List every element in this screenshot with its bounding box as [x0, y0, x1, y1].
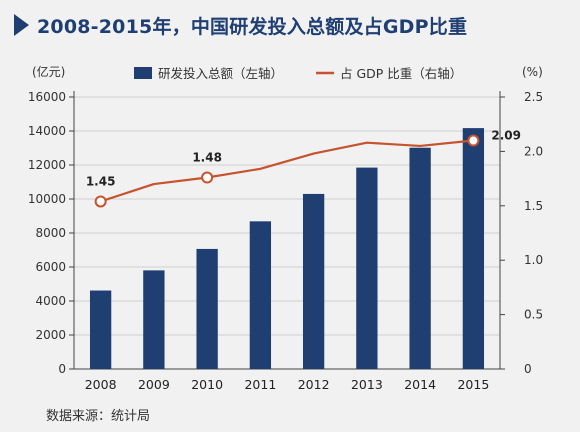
- x-tick-label: 2011: [244, 377, 276, 392]
- left-tick-label: 8000: [35, 226, 66, 240]
- left-tick-label: 2000: [35, 328, 66, 342]
- left-tick-label: 12000: [28, 158, 66, 172]
- left-tick-label: 4000: [35, 294, 66, 308]
- bar: [356, 167, 378, 369]
- chart-title: 2008-2015年，中国研发投入总额及占GDP比重: [37, 15, 468, 38]
- right-tick-label: 1.5: [524, 199, 543, 213]
- right-tick-label: 1.0: [524, 253, 543, 267]
- right-tick-label: 2.5: [524, 90, 543, 104]
- bar: [89, 290, 112, 369]
- legend-bar-swatch: [134, 67, 152, 79]
- data-label: 2.09: [491, 129, 521, 143]
- x-tick-label: 2008: [85, 377, 117, 392]
- line-marker: [94, 195, 107, 208]
- right-tick-label: 2.0: [524, 144, 543, 158]
- left-tick-label: 14000: [28, 124, 66, 138]
- bar: [249, 221, 272, 369]
- x-tick-label: 2009: [138, 377, 170, 392]
- x-tick-label: 2014: [404, 377, 436, 392]
- x-tick-label: 2015: [457, 377, 489, 392]
- x-tick-label: 2010: [191, 377, 223, 392]
- left-tick-label: 6000: [35, 260, 66, 274]
- bar: [462, 128, 485, 369]
- chart-title-bar: 2008-2015年，中国研发投入总额及占GDP比重: [14, 8, 570, 42]
- data-source: 数据来源：统计局: [46, 409, 151, 424]
- line-series: [100, 139, 474, 203]
- right-axis-unit: (%): [522, 65, 543, 79]
- data-label: 1.45: [86, 174, 116, 188]
- left-axis-unit: (亿元): [32, 64, 65, 79]
- right-tick-label: 0: [524, 362, 532, 376]
- data-label: 1.48: [192, 151, 222, 165]
- x-tick-label: 2012: [298, 377, 330, 392]
- left-tick-label: 16000: [28, 90, 66, 104]
- left-tick-label: 10000: [28, 192, 66, 206]
- x-tick-label: 2013: [351, 377, 383, 392]
- line-marker: [467, 134, 480, 147]
- right-tick-label: 0.5: [524, 308, 543, 322]
- left-tick-label: 0: [58, 362, 66, 376]
- legend-bar-label: 研发投入总额（左轴）: [158, 66, 283, 81]
- bar: [409, 147, 431, 369]
- legend-line-label: 占 GDP 比重（右轴）: [340, 66, 462, 81]
- bar: [302, 193, 325, 369]
- bar: [196, 248, 218, 369]
- line-marker: [201, 171, 214, 184]
- bar: [143, 270, 165, 369]
- triangle-marker-icon: [14, 14, 29, 36]
